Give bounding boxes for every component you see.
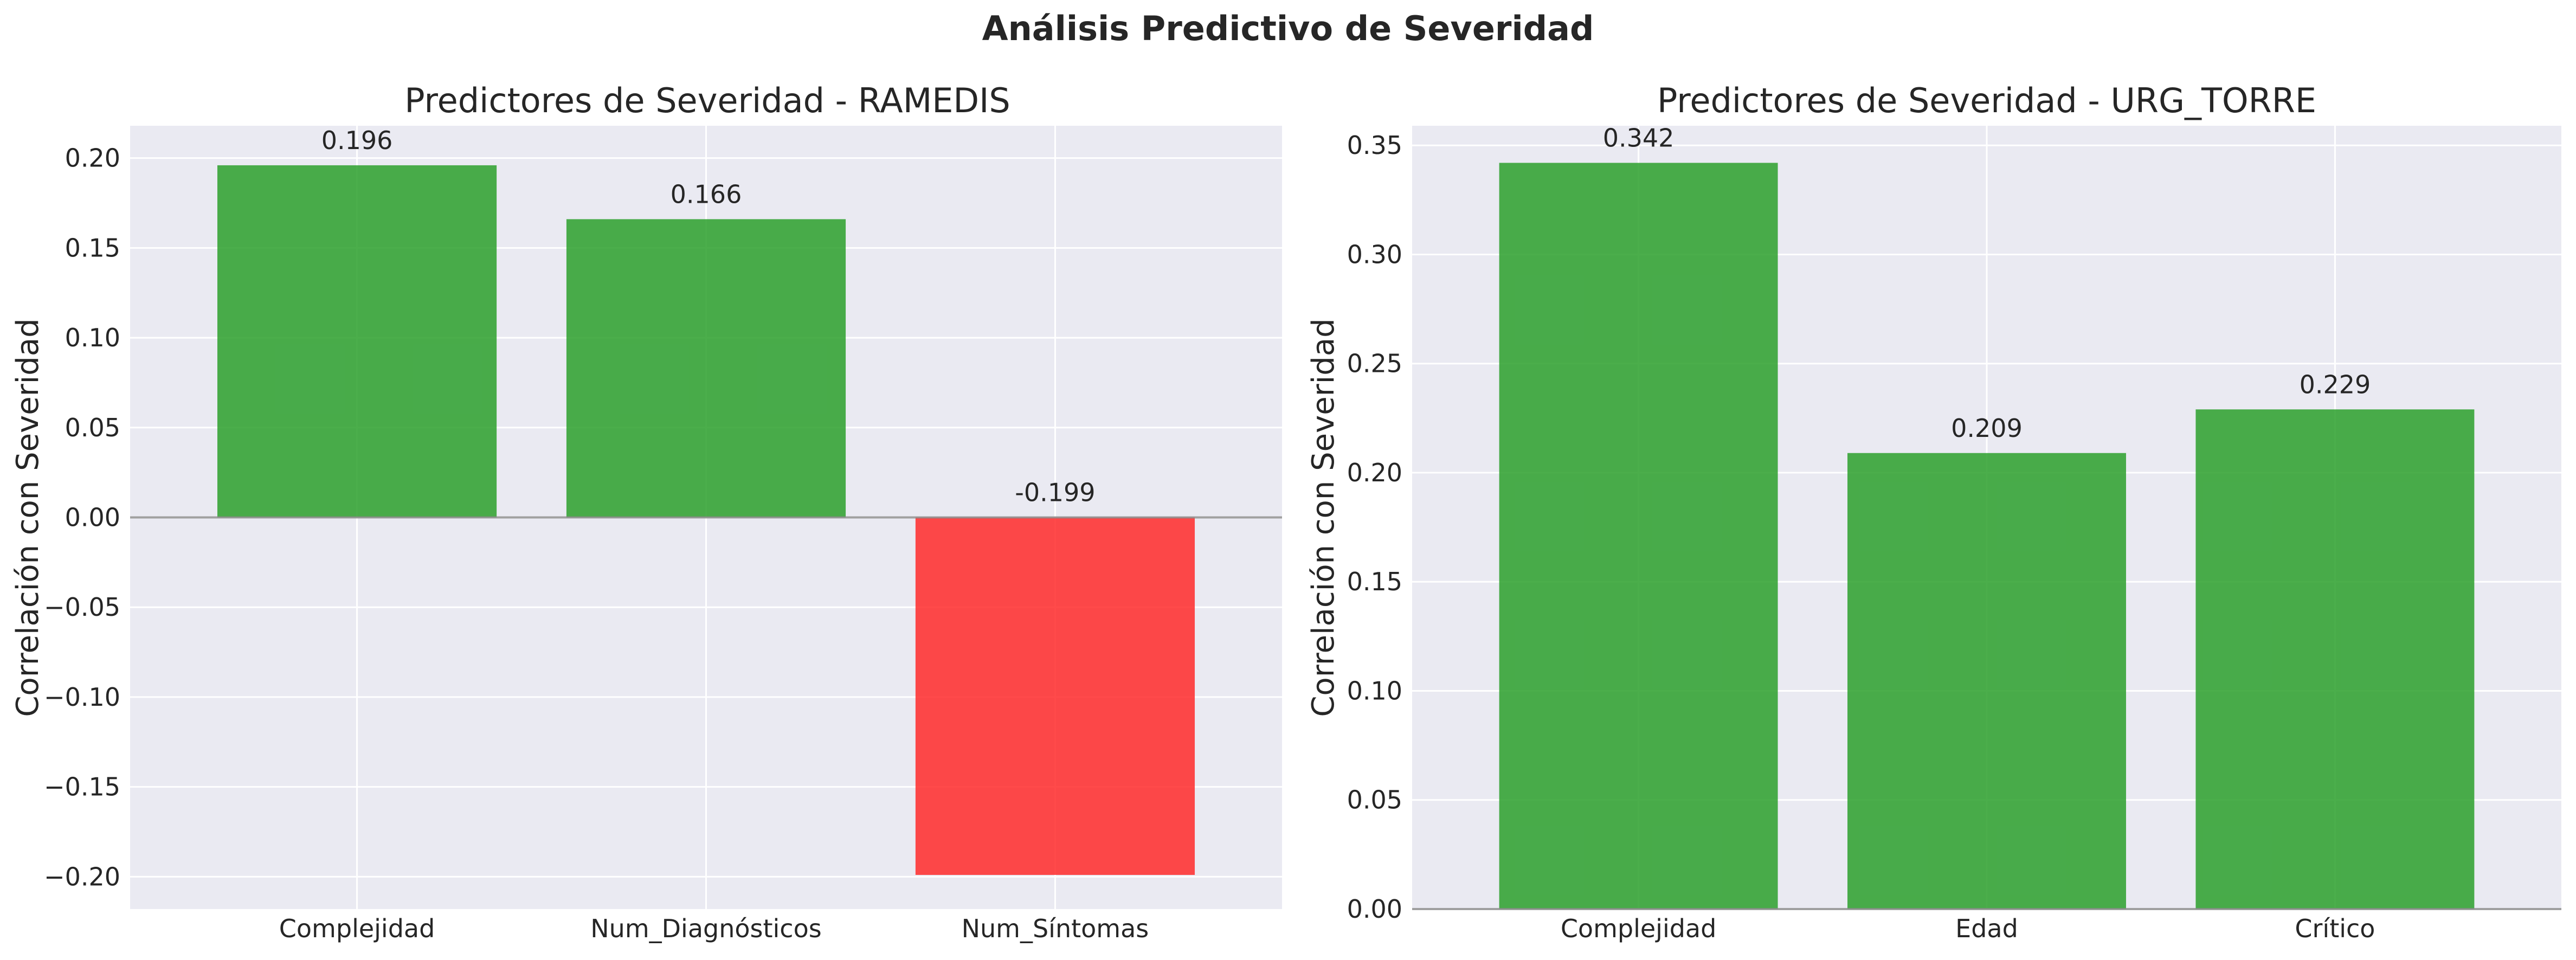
- chart-title-ramedis: Predictores de Severidad - RAMEDIS: [404, 81, 1010, 120]
- x-tick-label: Complejidad: [1561, 914, 1717, 943]
- y-tick-label: 0.10: [1347, 676, 1402, 705]
- y-tick-label: 0.15: [1347, 567, 1402, 596]
- bar: [566, 219, 846, 518]
- bar: [1847, 453, 2126, 909]
- chart-urg-torre: Predictores de Severidad - URG_TORRE Cor…: [1306, 81, 2561, 943]
- y-tick-label: 0.20: [65, 144, 120, 173]
- bar-value-label: 0.209: [1951, 414, 2023, 443]
- y-tick-label: 0.05: [1347, 785, 1402, 815]
- chart-title-urg-torre: Predictores de Severidad - URG_TORRE: [1657, 81, 2316, 120]
- y-tick-label: 0.00: [1347, 894, 1402, 924]
- x-tick-label: Num_Síntomas: [962, 914, 1149, 943]
- y-axis-label-ramedis: Correlación con Severidad: [10, 318, 46, 717]
- x-tick-label: Num_Diagnósticos: [590, 914, 821, 943]
- chart-ramedis: Predictores de Severidad - RAMEDIS Corre…: [10, 81, 1282, 943]
- bar: [217, 165, 497, 518]
- figure-title: Análisis Predictivo de Severidad: [982, 9, 1594, 48]
- bar-value-label: 0.166: [671, 179, 742, 209]
- bar: [2195, 409, 2475, 909]
- x-tick-label: Complejidad: [279, 914, 435, 943]
- bar: [915, 517, 1195, 875]
- x-tick-label: Crítico: [2295, 914, 2375, 943]
- y-tick-label: 0.20: [1347, 458, 1402, 487]
- y-tick-label: 0.25: [1347, 349, 1402, 378]
- y-tick-label: 0.05: [65, 413, 120, 442]
- y-tick-label: 0.15: [65, 233, 120, 262]
- bar-value-label: -0.199: [1015, 478, 1095, 507]
- y-tick-label: 0.30: [1347, 240, 1402, 269]
- y-axis-label-urg-torre: Correlación con Severidad: [1306, 318, 1341, 717]
- y-tick-label: −0.15: [44, 772, 120, 802]
- bar-value-label: 0.342: [1603, 123, 1675, 152]
- y-tick-label: −0.10: [44, 682, 120, 712]
- x-tick-label: Edad: [1955, 914, 2018, 943]
- y-tick-label: −0.05: [44, 592, 120, 622]
- y-tick-label: −0.20: [44, 862, 120, 891]
- bar: [1499, 163, 1778, 910]
- bar-value-label: 0.196: [321, 126, 393, 155]
- y-tick-label: 0.35: [1347, 131, 1402, 160]
- y-tick-label: 0.00: [65, 503, 120, 532]
- bar-value-label: 0.229: [2300, 370, 2371, 399]
- y-tick-label: 0.10: [65, 323, 120, 352]
